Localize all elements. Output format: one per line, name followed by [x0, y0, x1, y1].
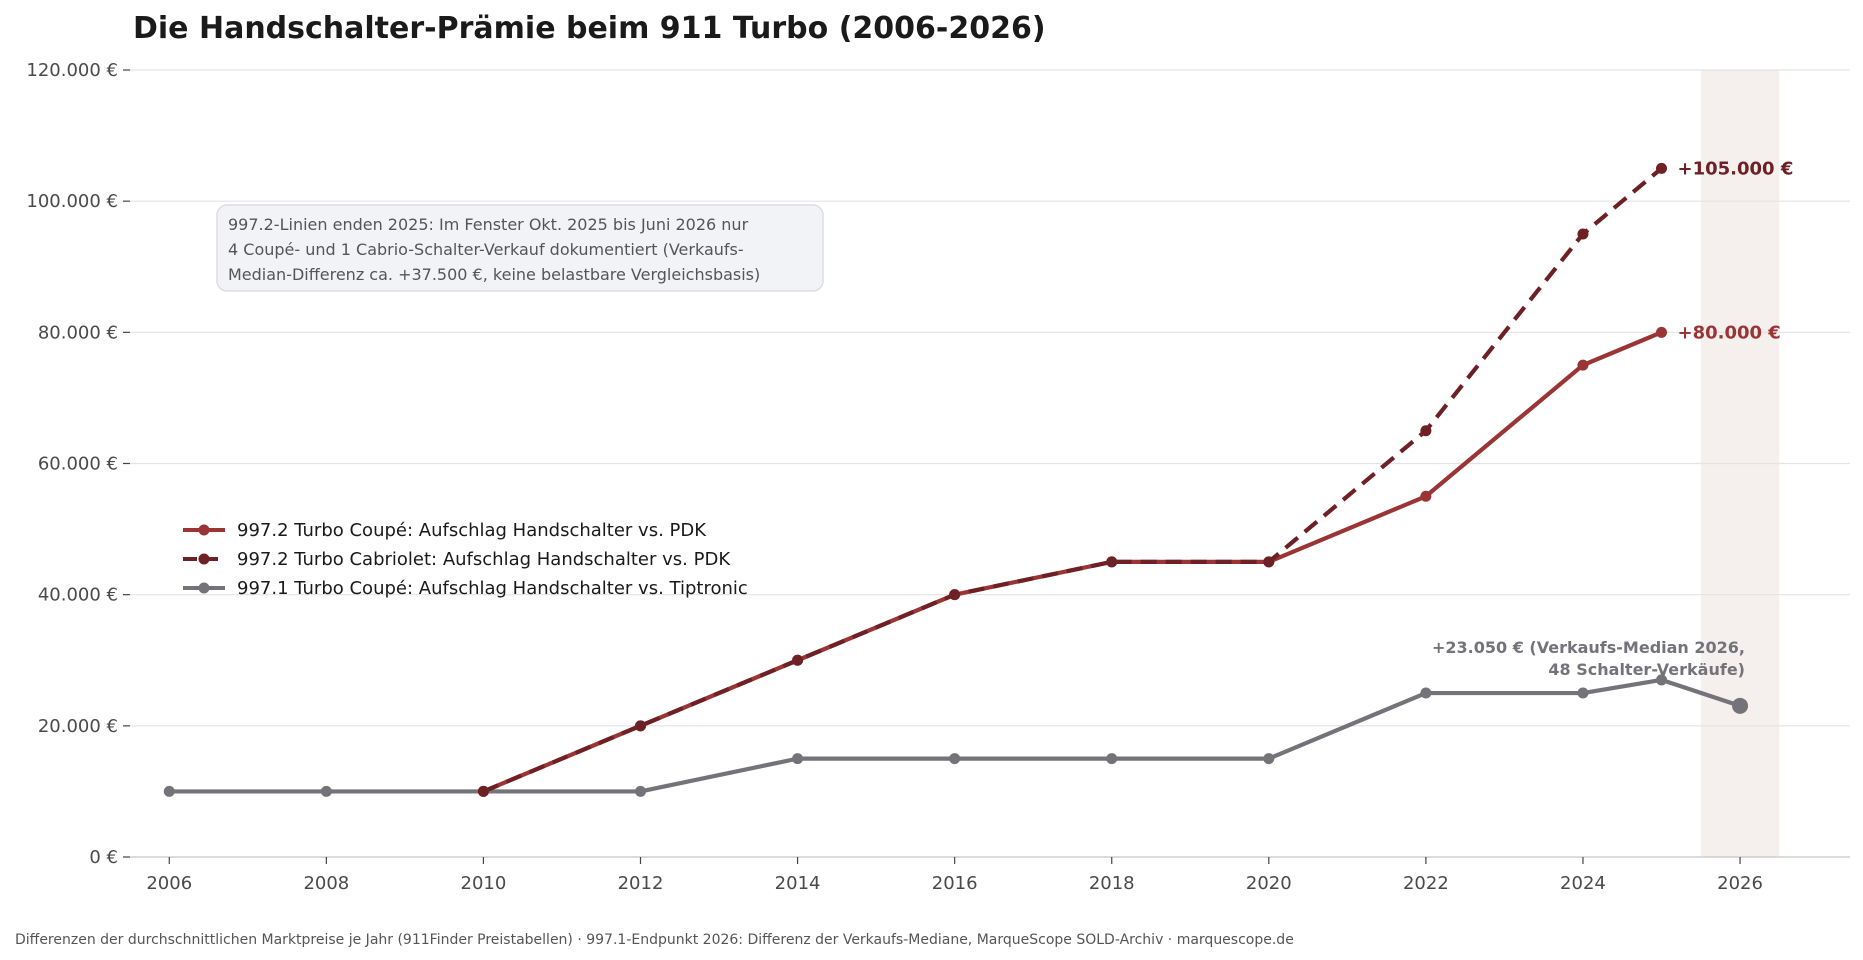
- y-tick-label: 60.000 €: [38, 454, 118, 475]
- data-point: [1577, 359, 1589, 371]
- y-axis: 0 € 20.000 € 40.000 € 60.000 € 80.000 € 100.0…: [26, 60, 130, 868]
- legend: 997.2 Turbo Coupé: Aufschlag Handschalte…: [183, 520, 748, 599]
- legend-item-coupe-9971: 997.1 Turbo Coupé: Aufschlag Handschalte…: [183, 578, 748, 599]
- data-point: [792, 753, 804, 765]
- y-gridlines: [130, 69, 1850, 727]
- x-tick-label: 2026: [1717, 873, 1763, 894]
- x-tick-label: 2016: [932, 873, 978, 894]
- x-tick-label: 2006: [146, 873, 192, 894]
- data-point: [1577, 687, 1589, 699]
- data-point: [635, 785, 647, 797]
- data-point: [792, 654, 804, 666]
- data-point: [949, 753, 961, 765]
- endpoint-annotation-line-2: 48 Schalter-Verkäufe): [1548, 660, 1745, 679]
- x-tick-label: 2008: [303, 873, 349, 894]
- series-markers: [163, 162, 1749, 797]
- y-tick-label: 0 €: [89, 847, 118, 868]
- x-tick-label: 2014: [775, 873, 821, 894]
- end-label-coupe: +80.000 €: [1678, 322, 1781, 343]
- legend-label: 997.2 Turbo Coupé: Aufschlag Handschalte…: [237, 520, 707, 541]
- legend-item-cabriolet-9972: 997.2 Turbo Cabriolet: Aufschlag Handsch…: [183, 549, 731, 570]
- legend-swatch-marker: [198, 582, 210, 594]
- x-tick-label: 2018: [1089, 873, 1135, 894]
- series-line-coupe-9971: [167, 677, 1664, 794]
- note-line-2: 4 Coupé- und 1 Cabrio-Schalter-Verkauf d…: [228, 240, 744, 259]
- chart-title: Die Handschalter-Prämie beim 911 Turbo (…: [133, 11, 1046, 46]
- x-tick-label: 2012: [618, 873, 664, 894]
- data-point: [1656, 326, 1668, 338]
- data-point: [635, 720, 647, 732]
- series-line-cabriolet-9972: [482, 166, 1663, 794]
- endpoint-marker-2026: [1732, 697, 1749, 714]
- x-tick-label: 2020: [1246, 873, 1292, 894]
- y-tick-label: 120.000 €: [26, 60, 118, 81]
- note-box-background: [216, 204, 824, 292]
- data-point: [1656, 162, 1668, 174]
- data-point: [1263, 753, 1275, 765]
- source-footer: Differenzen der durchschnittlichen Markt…: [15, 932, 1294, 948]
- legend-item-coupe-9972: 997.2 Turbo Coupé: Aufschlag Handschalte…: [183, 520, 707, 541]
- data-point: [1420, 425, 1432, 437]
- note-line-3: Median-Differenz ca. +37.500 €, keine be…: [228, 265, 760, 284]
- x-axis: 2006 2008 2010 2012 2014 2016 2018 2020 2022 2024…: [146, 857, 1763, 894]
- data-point: [163, 785, 175, 797]
- y-tick-label: 100.000 €: [26, 191, 118, 212]
- data-point: [1420, 490, 1432, 502]
- data-point: [1577, 228, 1589, 240]
- x-tick-label: 2024: [1560, 873, 1606, 894]
- legend-swatch-marker: [198, 553, 210, 565]
- legend-swatch-marker: [198, 524, 210, 536]
- x-tick-label: 2010: [461, 873, 507, 894]
- data-point: [477, 785, 489, 797]
- x-tick-label: 2022: [1403, 873, 1449, 894]
- y-tick-label: 20.000 €: [38, 716, 118, 737]
- note-box: 997.2-Linien enden 2025: Im Fenster Okt.…: [216, 204, 824, 292]
- data-point: [320, 785, 332, 797]
- data-point: [1106, 753, 1118, 765]
- y-tick-label: 40.000 €: [38, 585, 118, 606]
- data-point: [1263, 556, 1275, 568]
- endpoint-annotation-line-1: +23.050 € (Verkaufs-Median 2026,: [1432, 638, 1745, 657]
- data-point: [1106, 556, 1118, 568]
- data-point: [949, 589, 961, 601]
- end-label-cabriolet: +105.000 €: [1678, 158, 1794, 179]
- data-point: [1420, 687, 1432, 699]
- legend-label: 997.2 Turbo Cabriolet: Aufschlag Handsch…: [237, 549, 731, 570]
- legend-label: 997.1 Turbo Coupé: Aufschlag Handschalte…: [237, 578, 748, 599]
- data-point: [1656, 674, 1668, 686]
- note-line-1: 997.2-Linien enden 2025: Im Fenster Okt.…: [228, 215, 749, 234]
- y-tick-label: 80.000 €: [38, 322, 118, 343]
- series-line-coupe-9971-endpoint-segment: [1659, 677, 1743, 708]
